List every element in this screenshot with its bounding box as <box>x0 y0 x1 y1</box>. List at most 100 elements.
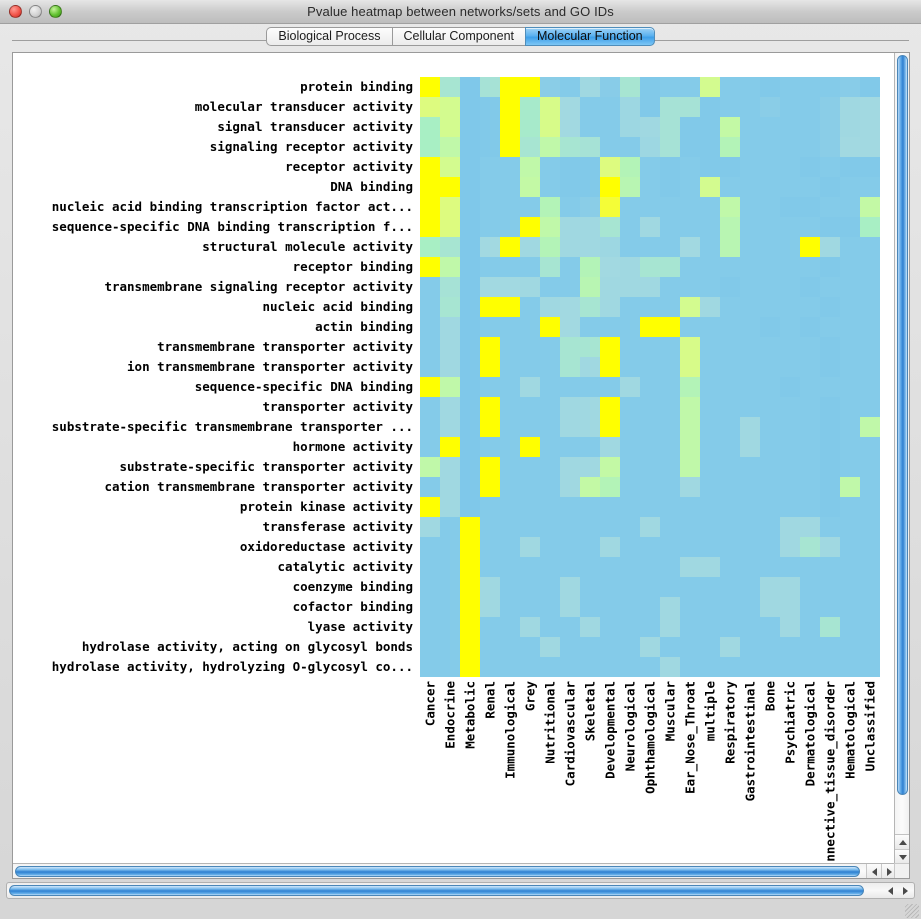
heatmap-cell[interactable] <box>620 357 640 377</box>
heatmap-cell[interactable] <box>700 377 720 397</box>
heatmap-cell[interactable] <box>560 597 580 617</box>
heatmap-cell[interactable] <box>700 597 720 617</box>
heatmap-cell[interactable] <box>860 277 880 297</box>
heatmap-cell[interactable] <box>760 457 780 477</box>
heatmap-cell[interactable] <box>820 137 840 157</box>
heatmap-cell[interactable] <box>560 257 580 277</box>
heatmap-cell[interactable] <box>680 77 700 97</box>
heatmap-cell[interactable] <box>560 97 580 117</box>
heatmap-cell[interactable] <box>600 437 620 457</box>
heatmap-cell[interactable] <box>820 317 840 337</box>
heatmap-cell[interactable] <box>660 257 680 277</box>
heatmap-cell[interactable] <box>540 277 560 297</box>
heatmap-cell[interactable] <box>840 317 860 337</box>
heatmap-cell[interactable] <box>460 557 480 577</box>
heatmap-cell[interactable] <box>460 437 480 457</box>
heatmap-cell[interactable] <box>820 517 840 537</box>
heatmap-cell[interactable] <box>820 617 840 637</box>
heatmap-cell[interactable] <box>760 337 780 357</box>
heatmap-cell[interactable] <box>700 337 720 357</box>
heatmap-cell[interactable] <box>760 537 780 557</box>
heatmap-cell[interactable] <box>720 77 740 97</box>
heatmap-cell[interactable] <box>720 157 740 177</box>
heatmap-cell[interactable] <box>500 297 520 317</box>
heatmap-cell[interactable] <box>820 177 840 197</box>
heatmap-cell[interactable] <box>840 277 860 297</box>
heatmap-cell[interactable] <box>420 137 440 157</box>
heatmap-cell[interactable] <box>540 597 560 617</box>
heatmap-cell[interactable] <box>540 397 560 417</box>
heatmap-cell[interactable] <box>840 557 860 577</box>
heatmap-cell[interactable] <box>440 357 460 377</box>
heatmap-cell[interactable] <box>800 117 820 137</box>
heatmap-cell[interactable] <box>600 217 620 237</box>
heatmap-cell[interactable] <box>820 277 840 297</box>
heatmap-cell[interactable] <box>420 217 440 237</box>
heatmap-cell[interactable] <box>760 557 780 577</box>
heatmap-cell[interactable] <box>660 637 680 657</box>
heatmap-cell[interactable] <box>500 97 520 117</box>
heatmap-cell[interactable] <box>600 337 620 357</box>
heatmap-cell[interactable] <box>560 157 580 177</box>
heatmap-cell[interactable] <box>600 617 620 637</box>
heatmap-cell[interactable] <box>800 277 820 297</box>
heatmap-cell[interactable] <box>520 457 540 477</box>
heatmap-cell[interactable] <box>460 637 480 657</box>
heatmap-cell[interactable] <box>620 577 640 597</box>
heatmap-cell[interactable] <box>520 557 540 577</box>
heatmap-cell[interactable] <box>680 397 700 417</box>
heatmap-cell[interactable] <box>860 437 880 457</box>
heatmap-cell[interactable] <box>660 197 680 217</box>
heatmap-cell[interactable] <box>720 357 740 377</box>
heatmap-cell[interactable] <box>560 657 580 677</box>
heatmap-cell[interactable] <box>580 337 600 357</box>
heatmap-cell[interactable] <box>420 97 440 117</box>
heatmap-cell[interactable] <box>800 77 820 97</box>
heatmap-cell[interactable] <box>840 117 860 137</box>
heatmap-cell[interactable] <box>480 657 500 677</box>
heatmap-cell[interactable] <box>640 337 660 357</box>
heatmap-cell[interactable] <box>540 457 560 477</box>
heatmap-cell[interactable] <box>680 537 700 557</box>
heatmap-cell[interactable] <box>420 237 440 257</box>
heatmap-cell[interactable] <box>520 477 540 497</box>
heatmap-cell[interactable] <box>720 657 740 677</box>
heatmap-cell[interactable] <box>760 217 780 237</box>
heatmap-cell[interactable] <box>640 397 660 417</box>
heatmap-cell[interactable] <box>680 597 700 617</box>
heatmap-cell[interactable] <box>480 577 500 597</box>
heatmap-cell[interactable] <box>680 297 700 317</box>
heatmap-cell[interactable] <box>860 377 880 397</box>
heatmap-cell[interactable] <box>460 397 480 417</box>
heatmap-cell[interactable] <box>780 257 800 277</box>
heatmap-cell[interactable] <box>840 337 860 357</box>
heatmap-cell[interactable] <box>680 317 700 337</box>
heatmap-cell[interactable] <box>680 457 700 477</box>
heatmap-cell[interactable] <box>860 197 880 217</box>
heatmap-cell[interactable] <box>780 377 800 397</box>
heatmap-cell[interactable] <box>820 157 840 177</box>
heatmap-cell[interactable] <box>780 557 800 577</box>
heatmap-cell[interactable] <box>660 317 680 337</box>
heatmap-cell[interactable] <box>800 257 820 277</box>
heatmap-cell[interactable] <box>640 377 660 397</box>
heatmap-cell[interactable] <box>860 497 880 517</box>
heatmap-cell[interactable] <box>800 597 820 617</box>
heatmap-cell[interactable] <box>520 437 540 457</box>
heatmap-cell[interactable] <box>460 257 480 277</box>
heatmap-cell[interactable] <box>540 437 560 457</box>
heatmap-cell[interactable] <box>480 317 500 337</box>
heatmap-cell[interactable] <box>540 517 560 537</box>
heatmap-cell[interactable] <box>580 397 600 417</box>
heatmap-cell[interactable] <box>780 97 800 117</box>
heatmap-cell[interactable] <box>720 317 740 337</box>
heatmap-cell[interactable] <box>700 77 720 97</box>
heatmap-cell[interactable] <box>440 477 460 497</box>
heatmap-cell[interactable] <box>500 257 520 277</box>
heatmap-cell[interactable] <box>700 177 720 197</box>
heatmap-cell[interactable] <box>460 577 480 597</box>
heatmap-cell[interactable] <box>540 257 560 277</box>
heatmap-cell[interactable] <box>680 137 700 157</box>
heatmap-cell[interactable] <box>460 277 480 297</box>
heatmap-cell[interactable] <box>600 177 620 197</box>
